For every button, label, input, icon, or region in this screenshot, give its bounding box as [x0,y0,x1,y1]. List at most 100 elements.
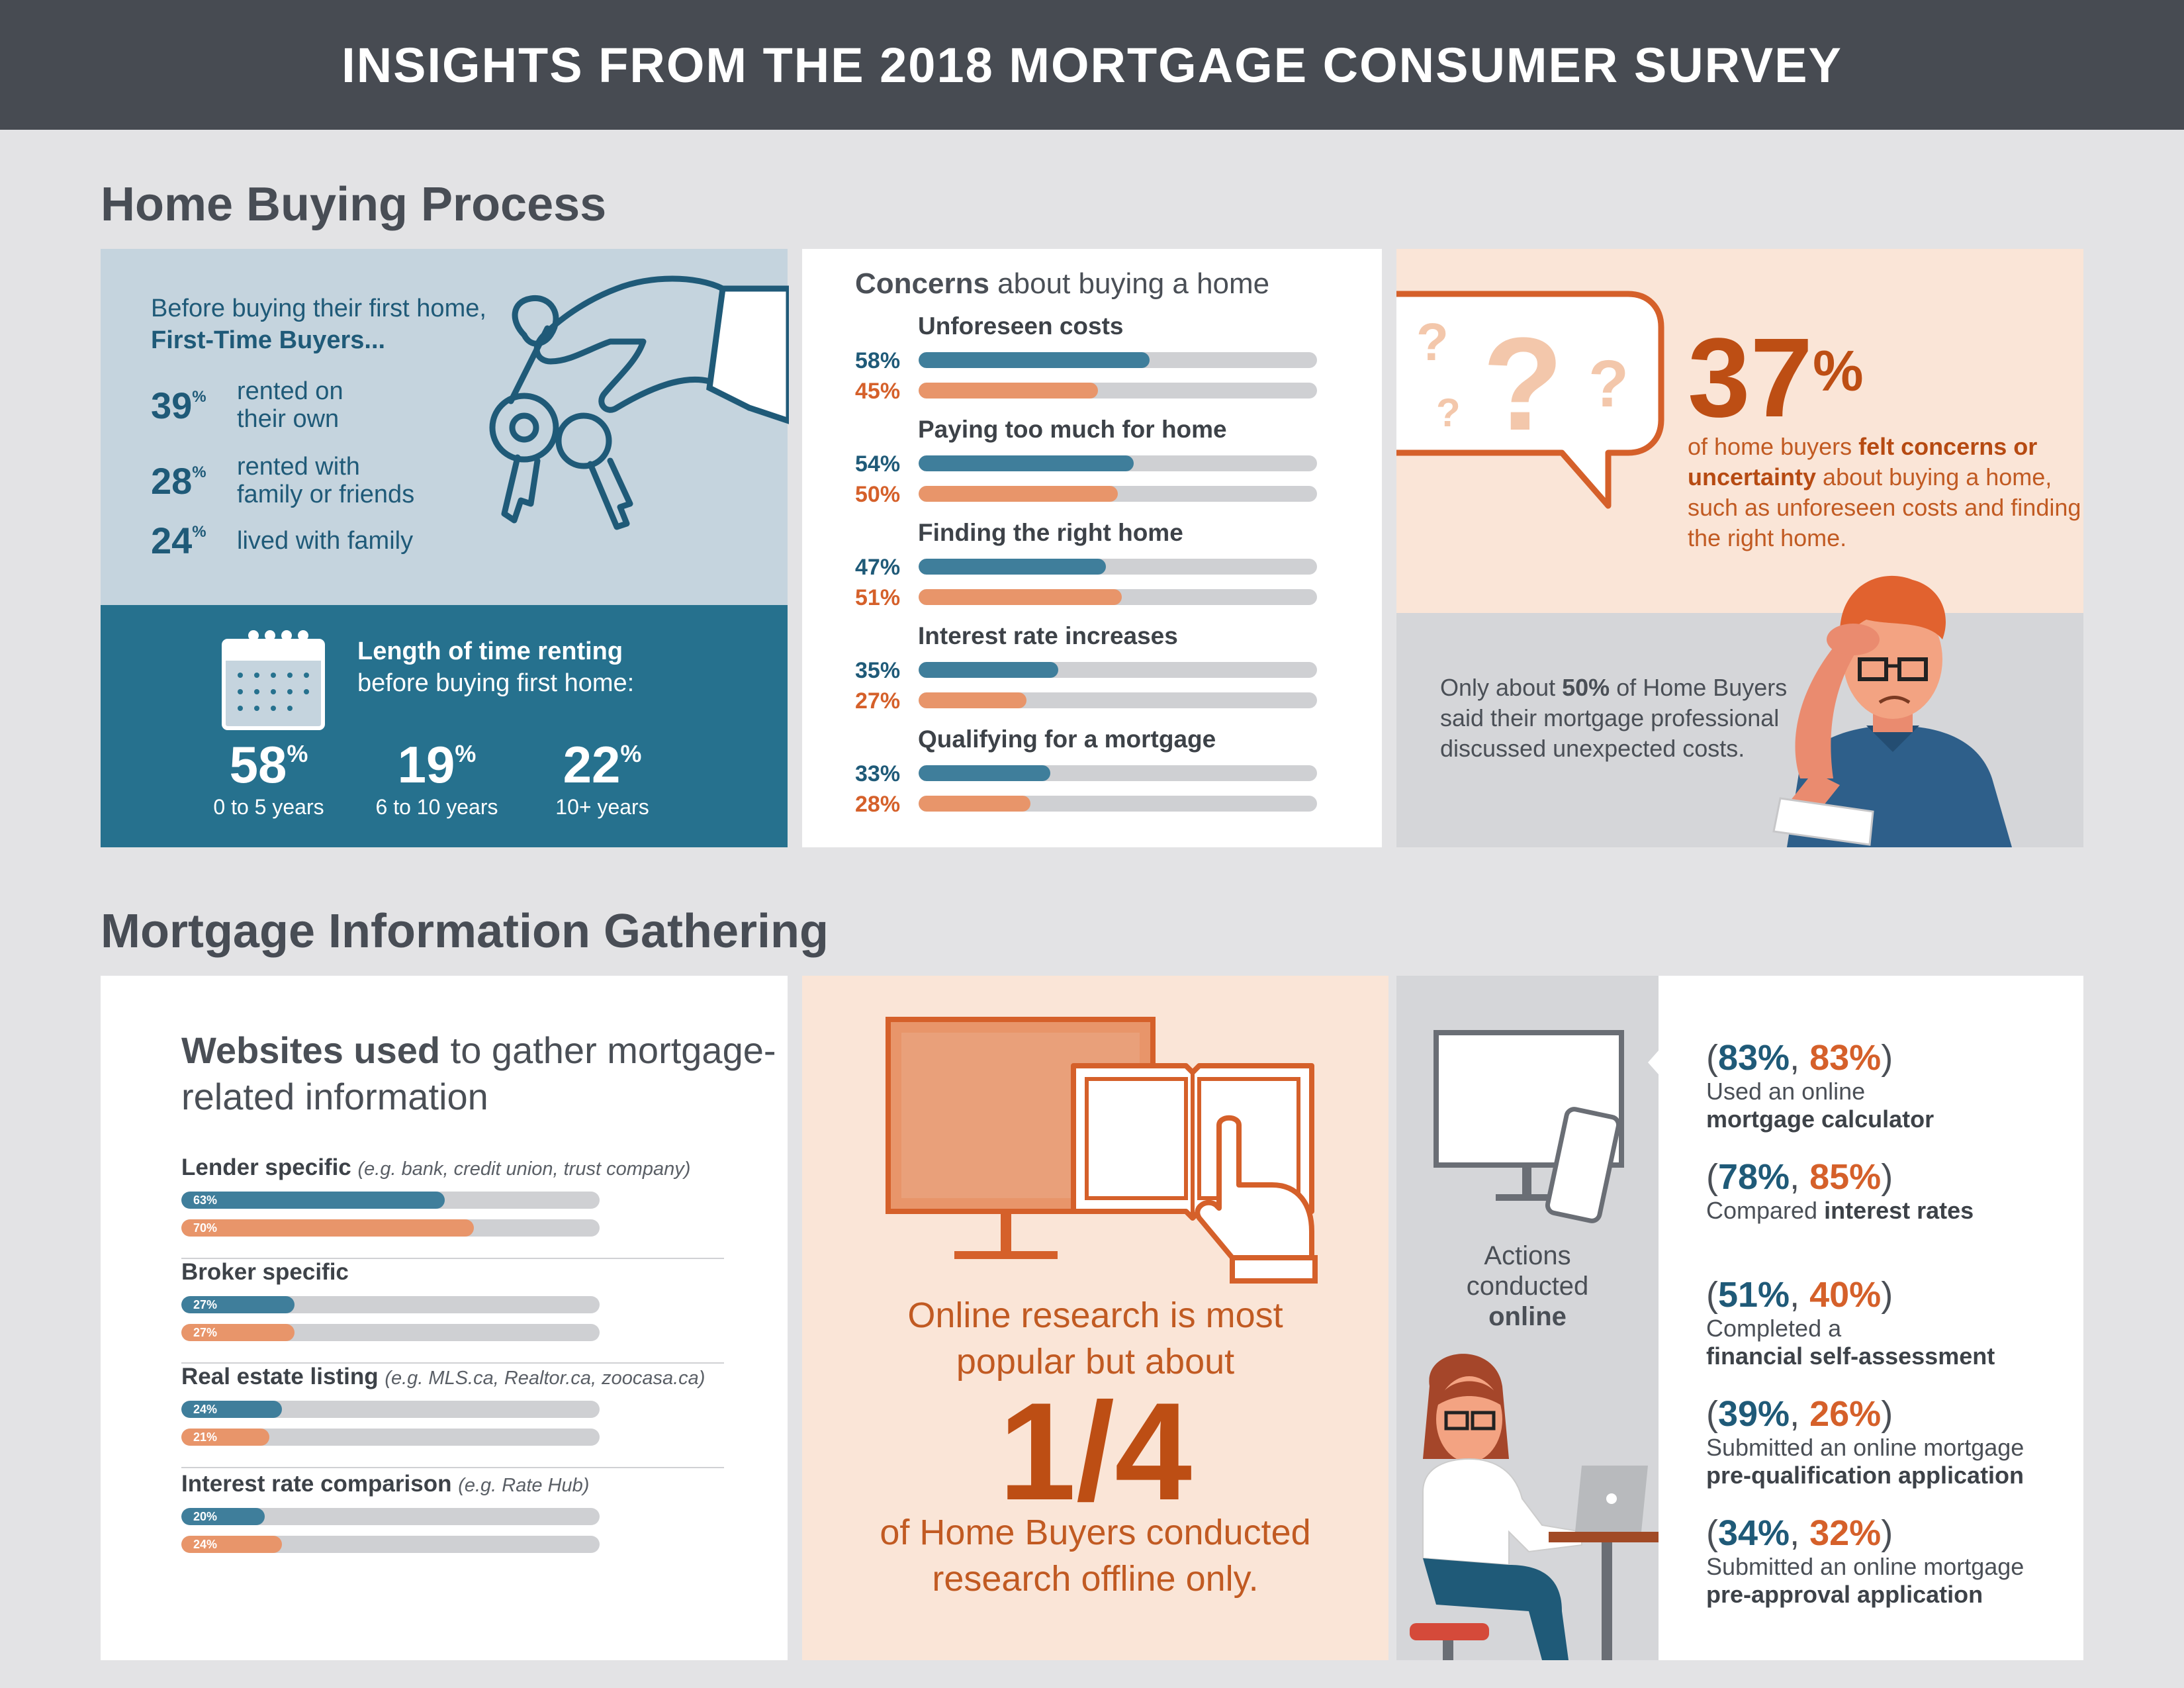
woman-laptop-icon [1410,1354,1659,1660]
concern-label: Paying too much for home [918,416,1227,443]
action-item: (83%, 83%) Used an online mortgage calcula… [1706,1038,1934,1133]
actions-right-panel: (83%, 83%) Used an online mortgage calcula… [1659,976,2083,1660]
website-bar-track: 24% [181,1401,600,1418]
website-bar-track: 27% [181,1324,600,1341]
concern-value-blue: 35% [855,658,901,683]
pointing-hand-icon [1195,1115,1318,1284]
offline-fraction: 1/4 [999,1374,1192,1529]
svg-text:?: ? [1436,391,1461,435]
concerns-title: Concerns about buying a home [855,267,1270,300]
concerns-panel: Concerns about buying a home Unforeseen … [802,249,1382,847]
concern-value-blue: 54% [855,451,901,477]
concern-value-blue: 58% [855,348,901,373]
confused-man-icon [1772,575,2012,847]
concern-bar-blue [919,352,1150,368]
website-bar-track: 63% [181,1192,600,1209]
stat-rented-own: 39% rented on their own [151,377,343,433]
concern-label: Finding the right home [918,519,1183,546]
concern-value-blue: 33% [855,761,901,786]
concern-bar-track [919,486,1317,502]
svg-text:?: ? [1416,312,1449,371]
concern-bar-orange [919,589,1122,605]
pointer-triangle [1648,1033,1674,1092]
website-bar-track: 27% [181,1296,600,1313]
website-bar-orange: 70% [181,1219,475,1237]
concern-bar-blue [919,559,1106,575]
action-item: (51%, 40%) Completed a financial self-asse… [1706,1275,1995,1370]
website-bar-track: 70% [181,1219,600,1237]
offline-text-4: research offline only. [932,1559,1259,1599]
concern-bar-track [919,662,1317,678]
section-title-info-gathering: Mortgage Information Gathering [101,905,829,958]
website-bar-orange: 21% [181,1429,269,1446]
concern-value-orange: 27% [855,688,901,714]
first-time-intro: Before buying their first home, First-Ti… [151,295,486,354]
concern-bar-track [919,559,1317,575]
offline-research-panel: Online research is most popular but abou… [802,976,1388,1660]
concern-value-blue: 47% [855,555,901,580]
concern-label: Interest rate increases [918,622,1178,649]
website-label: Real estate listing (e.g. MLS.ca, Realto… [181,1364,705,1389]
website-bar-blue: 24% [181,1401,282,1418]
concern-bar-orange [919,692,1026,708]
website-divider [181,1362,724,1364]
website-bar-blue: 27% [181,1296,295,1313]
stat-37-value: 37% [1688,315,1864,441]
renting-stat-6-10: 19% 6 to 10 years [375,735,498,819]
concern-bar-track [919,796,1317,812]
website-divider [181,1467,724,1468]
concern-bar-track [919,455,1317,471]
website-bar-blue: 63% [181,1192,445,1209]
actions-label: Actions conducted online [1466,1241,1589,1331]
website-bar-track: 24% [181,1536,600,1553]
website-divider [181,1258,724,1259]
hand-keys-icon [489,275,789,530]
concern-bar-blue [919,455,1134,471]
website-bar-orange: 24% [181,1536,282,1553]
concern-label: Qualifying for a mortgage [918,726,1216,753]
svg-text:?: ? [1588,347,1629,421]
page-header: INSIGHTS FROM THE 2018 MORTGAGE CONSUMER… [0,0,2184,130]
concern-bar-track [919,589,1317,605]
website-label: Interest rate comparison (e.g. Rate Hub) [181,1471,590,1497]
stat-37-description: of home buyers felt concerns or uncertai… [1688,433,2081,551]
only-50-text: Only about 50% of Home Buyers said their… [1440,674,1788,762]
offline-text-1: Online research is most [907,1295,1283,1335]
websites-title: Websites used to gather mortgage-related… [181,1029,776,1117]
website-label: Broker specific [181,1259,349,1285]
concern-bar-orange [919,383,1098,399]
concern-value-orange: 50% [855,482,901,507]
concern-bar-track [919,692,1317,708]
concern-bar-orange [919,486,1118,502]
renting-stat-0-5: 58% 0 to 5 years [213,735,324,819]
website-bar-track: 20% [181,1508,600,1525]
concern-bar-blue [919,662,1058,678]
section-title-home-buying: Home Buying Process [101,178,607,231]
phone-icon [1545,1107,1621,1223]
website-label: Lender specific (e.g. bank, credit union… [181,1154,691,1180]
offline-text-3: of Home Buyers conducted [880,1513,1311,1552]
action-item: (39%, 26%) Submitted an online mortgage pr… [1706,1394,2025,1489]
concern-value-orange: 51% [855,585,901,610]
concern-bar-track [919,383,1317,399]
website-bar-track: 21% [181,1429,600,1446]
concern-bar-track [919,765,1317,781]
stat-rented-family: 28% rented with family or friends [151,453,415,508]
renting-stat-10plus: 22% 10+ years [555,735,649,819]
concern-label: Unforeseen costs [918,312,1124,340]
action-item: (34%, 32%) Submitted an online mortgage pr… [1706,1513,2025,1608]
stat-lived-family: 24% lived with family [151,520,414,561]
actions-left-panel: Actions conducted online [1396,976,1659,1660]
renting-length-panel: Length of time renting before buying fir… [101,605,788,847]
calendar-icon [222,630,325,730]
concern-bar-orange [919,796,1030,812]
concern-bar-blue [919,765,1050,781]
page-title: INSIGHTS FROM THE 2018 MORTGAGE CONSUMER… [341,37,1843,93]
renting-length-title: Length of time renting before buying fir… [357,637,635,697]
action-item: (78%, 85%) Compared interest rates [1706,1157,1974,1224]
concern-value-orange: 28% [855,792,901,817]
offline-text-2: popular but about [956,1342,1235,1382]
question-bubble-icon: ? ? ? ? [1396,291,1664,509]
concern-bar-track [919,352,1317,368]
uncertainty-panel: ? ? ? ? 37% of home buyers felt concerns… [1396,249,2083,613]
